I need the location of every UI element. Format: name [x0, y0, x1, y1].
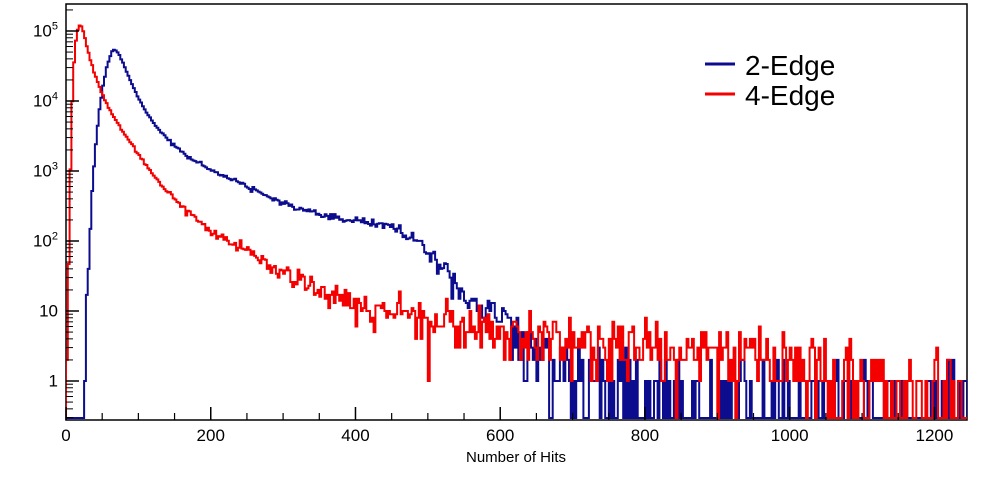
- x-tick-label: 200: [197, 426, 225, 445]
- x-tick-label: 0: [61, 426, 70, 445]
- y-tick-label: 105: [33, 21, 58, 41]
- x-axis-title: Number of Hits: [466, 449, 566, 466]
- x-axis-ticks: [65, 407, 936, 420]
- x-tick-label: 800: [631, 426, 659, 445]
- series-layer: [66, 24, 967, 419]
- x-tick-label: 600: [486, 426, 514, 445]
- y-axis-ticks: [66, 9, 79, 419]
- x-tick-label: 1000: [771, 426, 809, 445]
- legend-item-2-edge: 2-Edge: [705, 50, 835, 81]
- y-tick-label: 1: [49, 372, 58, 391]
- legend-item-4-edge: 4-Edge: [705, 80, 835, 111]
- x-tick-label: 400: [341, 426, 369, 445]
- y-axis-tick-labels: 1 10 102 103 104 105: [33, 21, 58, 391]
- y-tick-label: 102: [33, 231, 58, 251]
- y-tick-label: 10: [39, 302, 58, 321]
- series-curve-4-edge: [66, 24, 967, 419]
- legend-label-2-edge: 2-Edge: [745, 50, 835, 81]
- y-tick-label: 104: [33, 91, 58, 111]
- series-curve-2-edge: [66, 48, 967, 419]
- y-tick-label: 103: [33, 161, 58, 181]
- x-tick-label: 1200: [916, 426, 954, 445]
- x-axis-tick-labels: 0 200 400 600 800 1000 1200: [61, 426, 953, 445]
- plot-frame: [65, 3, 968, 421]
- legend-label-4-edge: 4-Edge: [745, 80, 835, 111]
